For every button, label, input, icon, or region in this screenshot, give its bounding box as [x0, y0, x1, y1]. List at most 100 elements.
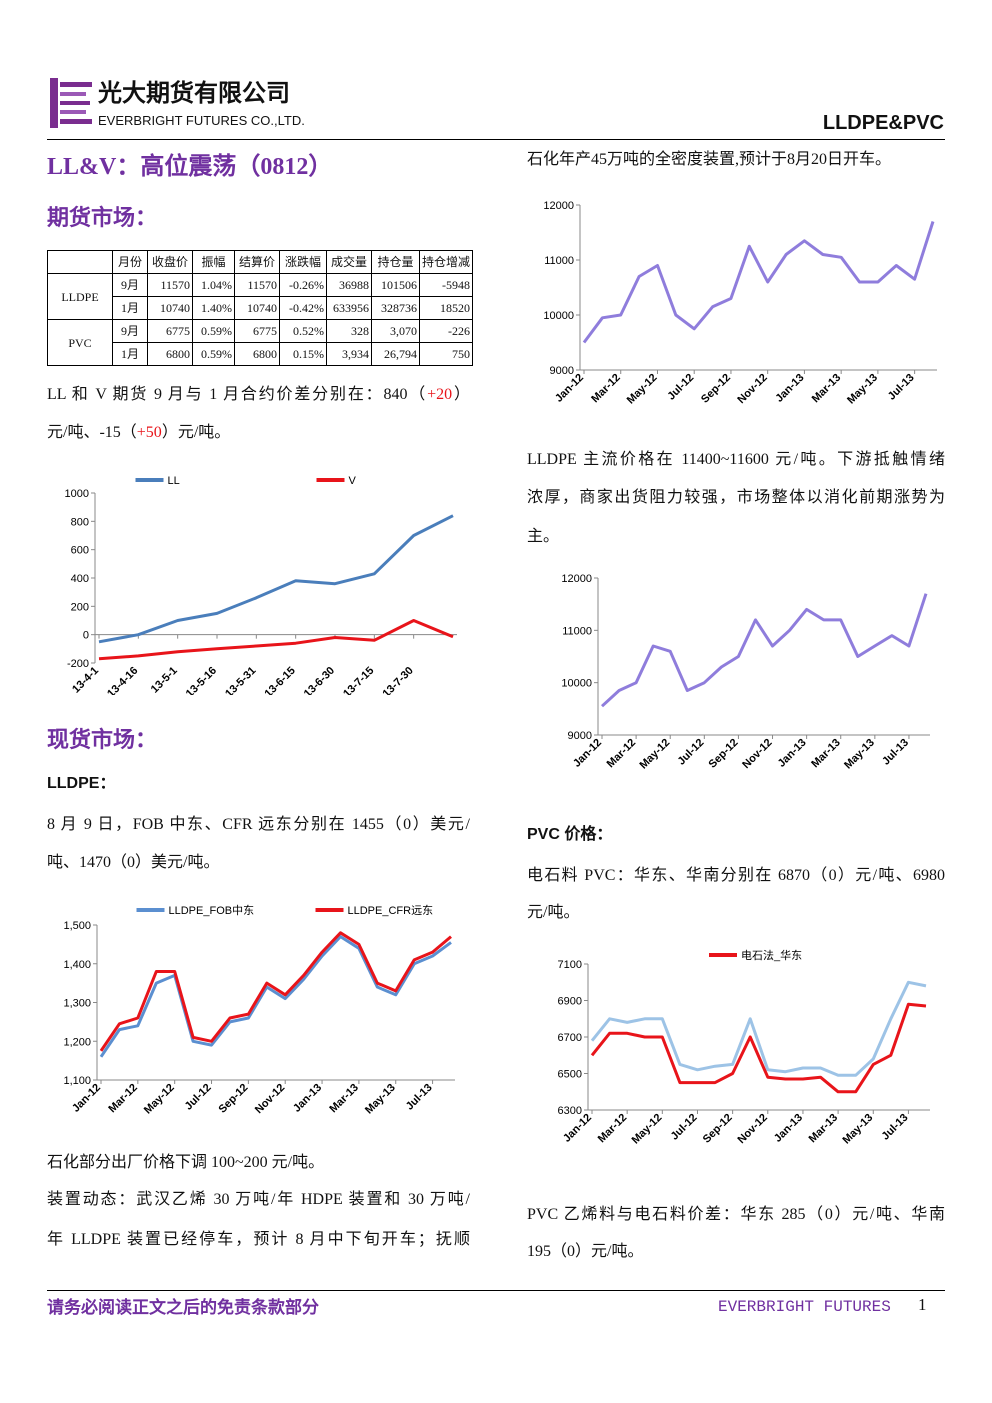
table-row: 1月 10740 1.40% 10740 -0.42% 633956 328736 18520 — [48, 296, 474, 320]
y-tick-label: 10000 — [561, 678, 592, 690]
x-tick-label: Nov-12 — [253, 1082, 287, 1116]
table-cell: 9月 — [112, 319, 148, 343]
y-tick-label: 6700 — [558, 1032, 582, 1044]
table-cell: -0.42% — [279, 296, 327, 320]
legend-label: LL — [168, 475, 180, 487]
table-cell: 0.52% — [279, 319, 327, 343]
text: LL 和 V 期货 9 月与 1 月合约价差分别在：840（ — [47, 386, 428, 403]
table-cell: 6775 — [147, 319, 193, 343]
table-cell: 1.40% — [192, 296, 235, 320]
product: LLDPE&PVC — [822, 112, 944, 134]
line — [590, 980, 927, 1077]
y-tick-label: 12000 — [561, 573, 592, 585]
x-tick-label: 13-6-15 — [262, 665, 297, 695]
x-tick-label: 13-7-15 — [341, 665, 376, 695]
group-cell: LLDPE — [47, 273, 113, 320]
header-cell: 涨跌幅 — [279, 250, 327, 274]
x-tick-label: Mar-13 — [807, 1112, 841, 1146]
table-cell: -5948 — [418, 273, 474, 297]
text-line: 主。 — [527, 528, 560, 545]
table-cell: 3,934 — [326, 342, 372, 366]
text-line: LL 和 V 期货 9 月与 1 月合约价差分别在：840（+20） — [47, 387, 470, 403]
line — [99, 935, 452, 1058]
text-line: 195（0）元/吨。 — [527, 1243, 644, 1260]
y-tick-label: 6300 — [558, 1105, 582, 1117]
x-tick-label: Mar-12 — [605, 737, 639, 771]
y-tick-label: 10000 — [543, 310, 574, 322]
x-tick-label: Sep-12 — [699, 372, 733, 406]
rule — [47, 139, 945, 140]
table-cell: 328736 — [371, 296, 420, 320]
y-tick-label: 1,500 — [63, 920, 91, 932]
y-tick-label: 1000 — [65, 488, 89, 500]
company-en: EVERBRIGHT FUTURES CO.,LTD. — [98, 113, 305, 128]
table-cell: 6775 — [234, 319, 280, 343]
y-tick-label: 1,400 — [63, 959, 91, 971]
header-cell: 月份 — [112, 250, 148, 274]
y-tick-label: 1,200 — [63, 1036, 91, 1048]
logo — [50, 78, 92, 128]
x-tick-label: Jul-13 — [880, 1112, 911, 1143]
text-line: 装置动态：武汉乙烯 30 万吨/年 HDPE 装置和 30 万吨/ — [47, 1191, 470, 1208]
brand: EVERBRIGHT FUTURES — [718, 1298, 891, 1316]
text-line: PVC 乙烯料与电石料价差：华东 285（0）元/吨、华南 — [527, 1206, 945, 1223]
header-row: 月份 收盘价 振幅 结算价 涨跌幅 成交量 持仓量 持仓增减 — [47, 250, 474, 274]
y-tick-label: 11000 — [544, 255, 574, 267]
company: 光大期货有限公司 — [98, 81, 290, 107]
header-cell: 成交量 — [326, 250, 372, 274]
x-tick-label: Mar-13 — [327, 1082, 361, 1116]
header-cell: 持仓增减 — [418, 250, 474, 274]
y-tick-label: 200 — [71, 601, 89, 613]
x-tick-label: Jul-13 — [404, 1082, 435, 1113]
x-tick-label: Jul-13 — [880, 737, 911, 768]
text-line: 元/吨。 — [527, 904, 580, 921]
y-tick-label: -200 — [67, 658, 89, 670]
page-number: 1 — [918, 1295, 927, 1314]
text: ） — [452, 386, 470, 403]
y-tick-label: 600 — [71, 545, 89, 557]
x-tick-label: Sep-12 — [216, 1082, 250, 1116]
y-tick-label: 9000 — [568, 730, 592, 742]
heading: 现货市场： — [47, 727, 158, 752]
table-row: LLDPE 9月 11570 1.04% 11570 -0.26% 36988 101506-… — [47, 273, 474, 320]
y-tick-label: 7100 — [558, 959, 582, 971]
header-cell: 振幅 — [192, 250, 235, 274]
line — [582, 221, 935, 344]
table-cell: 0.59% — [192, 319, 235, 343]
table-cell: 6800 — [147, 342, 193, 366]
x-tick-label: Jul-13 — [886, 372, 917, 403]
y-tick-label: 400 — [71, 573, 89, 585]
text-line: 石化年产45万吨的全密度装置,预计于8月20日开车。 — [527, 151, 892, 168]
x-tick-label: Mar-13 — [809, 737, 843, 771]
legend-label: V — [349, 475, 357, 487]
x-tick-label: Mar-12 — [589, 372, 623, 406]
x-tick-label: Jul-12 — [665, 372, 696, 403]
table: 月份 收盘价 振幅 结算价 涨跌幅 成交量 持仓量 持仓增减 LLDPE 9月 11570 1.04%… — [47, 250, 474, 366]
table-cell: 633956 — [326, 296, 372, 320]
x-tick-label: Jan-13 — [772, 1112, 805, 1145]
table-wrap: 月份 收盘价 振幅 结算价 涨跌幅 成交量 持仓量 持仓增减 LLDPE 9月 11570 1.04%… — [47, 250, 474, 366]
table-cell: 750 — [418, 342, 474, 366]
x-tick-label: May-12 — [637, 737, 672, 772]
x-tick-label: Nov-12 — [735, 372, 769, 406]
table-row: 1月 6800 0.59% 6800 0.15% 3,934 26,794 750 — [48, 342, 474, 366]
header-cell: 持仓量 — [371, 250, 420, 274]
heading: 期货市场： — [47, 205, 158, 230]
y-tick-label: 1,100 — [63, 1075, 91, 1087]
x-tick-label: Jul-12 — [183, 1082, 214, 1113]
text: +50 — [136, 424, 162, 441]
text-line: 电石料 PVC：华东、华南分别在 6870（0）元/吨、6980 — [527, 867, 945, 884]
line — [98, 514, 454, 644]
table-cell: 6800 — [234, 342, 280, 366]
header-cell: 收盘价 — [147, 250, 193, 274]
x-tick-label: 13-5-1 — [149, 665, 180, 695]
x-tick-label: Nov-12 — [735, 1112, 769, 1146]
text-line: LLDPE 主流价格在 11400~11600 元/吨。下游抵触情绪 — [527, 451, 945, 468]
x-tick-label: May-13 — [842, 737, 877, 772]
